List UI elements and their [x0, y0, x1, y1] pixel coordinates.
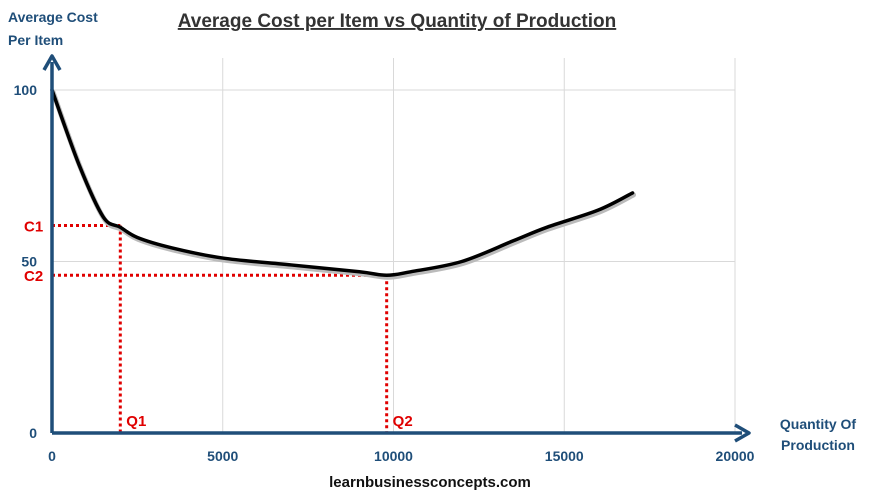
y-tick-label: 0 — [29, 425, 37, 441]
annotation-labels: C1 C2 Q1 Q2 — [24, 218, 413, 430]
label-q1: Q1 — [126, 413, 146, 430]
label-q2: Q2 — [393, 413, 413, 430]
axes — [42, 54, 751, 443]
tick-labels: 0 5000 10000 15000 20000 0 50 100 — [14, 82, 755, 464]
x-tick-label: 10000 — [374, 448, 413, 464]
y-tick-label: 50 — [21, 254, 37, 270]
x-tick-label: 15000 — [545, 448, 584, 464]
y-axis-arrowhead — [42, 54, 62, 71]
gridlines — [52, 58, 736, 433]
y-tick-label: 100 — [14, 82, 38, 98]
average-cost-curve — [50, 88, 635, 277]
y-axis-title-line-1: Average Cost — [8, 9, 98, 25]
y-axis-title-line-2: Per Item — [8, 32, 63, 48]
x-tick-label: 5000 — [207, 448, 238, 464]
series-shadow — [50, 89, 637, 280]
x-tick-label: 20000 — [716, 448, 755, 464]
chart-title: Average Cost per Item vs Quantity of Pro… — [178, 11, 616, 32]
label-c1: C1 — [24, 218, 43, 235]
x-axis-title-line-2: Production — [781, 437, 855, 453]
x-axis-title-line-1: Quantity Of — [780, 416, 857, 432]
x-tick-label: 0 — [48, 448, 56, 464]
source-credit: learnbusinessconcepts.com — [329, 474, 531, 491]
label-c2: C2 — [24, 268, 43, 285]
series-layer — [50, 88, 637, 280]
x-axis-arrowhead — [734, 423, 751, 443]
